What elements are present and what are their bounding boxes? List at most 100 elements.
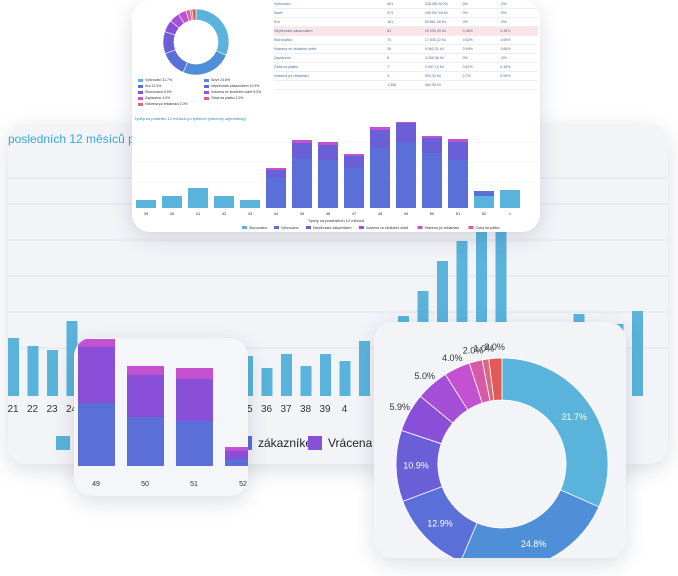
- x-tick-label: 38: [300, 404, 312, 415]
- mini-bar-segment: [448, 142, 468, 160]
- table-cell: 181: [387, 20, 394, 24]
- mini-bar-segment: [344, 168, 364, 208]
- table-cell: 801: [387, 2, 394, 6]
- x-tick-label: 44: [274, 211, 279, 216]
- table-cell: Krá: [274, 20, 280, 24]
- mini-bar-segment: [266, 168, 286, 170]
- mini-bar-segment: [396, 143, 416, 208]
- dashboard-preview-card: Vyřizování 31.7% Nové 24.8% Krá 12.9% Nepře…: [132, 0, 540, 232]
- x-tick-label: 47: [352, 211, 357, 216]
- legend-swatch: [204, 78, 209, 82]
- background-bar: [27, 346, 39, 396]
- mini-bar-segment: [422, 153, 442, 208]
- legend-label: zákazníkem: [258, 436, 323, 450]
- legend-swatch: [204, 90, 209, 94]
- mini-legend-item: Vyřizování 31.7%: [138, 78, 200, 82]
- background-bar: [476, 166, 487, 396]
- table-row: Vrácena ve zkušební době 26 9 063,31 Kč 0,6…: [274, 45, 538, 54]
- donut-card: 31.7% 24.8% 12.9% 10.9% 5.9% 5.0% 4.0% 2.0% 1.0%…: [374, 322, 626, 558]
- table-cell: 0%: [462, 2, 468, 6]
- x-tick-label: 52: [482, 211, 487, 216]
- mini-bar-segment: [344, 154, 364, 156]
- background-bar: [66, 321, 78, 396]
- background-bar: [300, 366, 312, 396]
- slice-label: 4.0%: [442, 353, 463, 363]
- table-cell: Vyřizování: [274, 2, 291, 6]
- table-cell: 26: [387, 47, 392, 51]
- mini-legend-item: Čeká na platbu 2.0%: [204, 96, 266, 100]
- zoom-bar-segment: [225, 447, 248, 451]
- mini-bar-segment: [344, 156, 364, 168]
- slice-label: 1.0%: [473, 343, 494, 353]
- background-bar: [632, 311, 643, 396]
- zoom-bar-segment: [176, 368, 213, 379]
- mini-legend-item: Nepřevzato zákazníkem 10.9%: [204, 84, 266, 88]
- background-bar: [456, 241, 468, 396]
- donut-slice: [488, 357, 503, 401]
- table-cell: Stornováno: [274, 38, 293, 42]
- zoom-bar-segment: [78, 347, 115, 403]
- legend-swatch: [138, 102, 143, 106]
- x-tick-label: 49: [92, 481, 100, 488]
- table-cell: 0,69%: [462, 47, 473, 51]
- zoom-bar-segment: [176, 421, 213, 466]
- zoom-bar-segment: [176, 379, 213, 421]
- x-tick-label: 50: [430, 211, 435, 216]
- table-cell: 169 097,64 Kč: [424, 11, 449, 15]
- slice-label: 24.8%: [521, 539, 547, 549]
- mini-bar-segment: [396, 123, 416, 143]
- table-cell: 228 081,92 Kč: [424, 2, 449, 6]
- x-tick-label: 21: [8, 404, 19, 415]
- slice-label: 10.9%: [403, 461, 429, 471]
- legend-swatch: [308, 436, 322, 450]
- donut-slice: [162, 31, 176, 55]
- x-tick-label: 52: [239, 481, 247, 488]
- x-tick-label: 43: [248, 211, 253, 216]
- mini-legend-label: Nepřevzato zákazníkem 10.9%: [211, 84, 260, 88]
- table-cell: 3 097,12 Kč: [424, 65, 445, 69]
- table-cell: 0,46%: [500, 65, 511, 69]
- table-cell: 9 063,31 Kč: [424, 47, 445, 51]
- legend-label: Stornováno: [249, 226, 267, 230]
- slice-label: 31.7%: [561, 412, 587, 422]
- donut-slice: [461, 489, 600, 558]
- x-tick-label: 45: [300, 211, 305, 216]
- table-cell: -0%: [500, 2, 507, 6]
- table-cell: -0%: [500, 20, 507, 24]
- table-cell: 29 039,49 Kč: [424, 29, 447, 33]
- mini-bar-segment: [188, 188, 208, 208]
- legend-swatch: [306, 226, 311, 229]
- status-donut-chart: 31.7%24.8%12.9%10.9%5.9%5.0%4.0%2.0%1.0%…: [390, 342, 609, 558]
- mini-legend-item: Krá 12.9%: [138, 84, 200, 88]
- stacked-bar-zoom-chart: 49 50 51 52: [78, 339, 248, 488]
- background-bar: [495, 196, 507, 396]
- background-bar: [339, 361, 351, 396]
- background-bar: [281, 354, 292, 396]
- x-tick-label: 51: [456, 211, 461, 216]
- donut-slice: [191, 8, 197, 21]
- table-cell: 83: [387, 29, 392, 33]
- zoom-bar-segment: [127, 375, 164, 417]
- mini-legend-label: Nové 24.8%: [211, 78, 231, 82]
- table-row: Krá 181 53 881,26 Kč 0% -0%: [274, 18, 538, 27]
- x-tick-label: 39: [319, 404, 331, 415]
- table-cell: Zaplaceno: [274, 56, 291, 60]
- table-cell: 0%: [462, 11, 468, 15]
- background-bar: [359, 341, 370, 396]
- mini-legend-item: Zaplaceno 4.0%: [138, 96, 200, 100]
- zoom-bar-segment: [78, 403, 115, 466]
- mini-legend-label: Stornováno 5.9%: [145, 90, 172, 94]
- legend-label: Vrácena po reklamaci: [425, 226, 460, 230]
- mini-legend-item: Nové 24.8%: [204, 78, 266, 82]
- mini-bar-segment: [448, 160, 468, 208]
- slice-label: 12.9%: [427, 519, 453, 529]
- zoom-bar-segment: [78, 339, 115, 347]
- table-cell: 593,32 Kč: [424, 74, 442, 78]
- legend-swatch: [138, 84, 143, 88]
- x-tick-label: 49: [404, 211, 409, 216]
- table-row: 1 556 584,95 Kč: [274, 81, 538, 90]
- table-cell: 0%: [462, 56, 468, 60]
- mini-legend-label: Čeká na platbu 2.0%: [211, 96, 244, 100]
- x-tick-label: 24: [66, 404, 78, 415]
- table-cell: 584,95 Kč: [424, 83, 442, 87]
